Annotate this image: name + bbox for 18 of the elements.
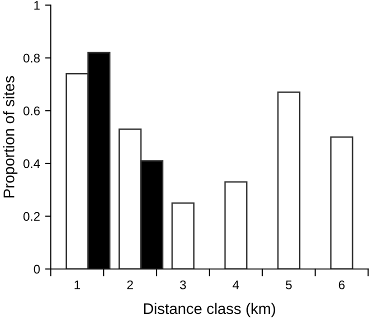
x-tick-label: 1 [74, 280, 80, 290]
y-tick-label: 1 [34, 1, 40, 10]
y-tick-label: 0.4 [23, 159, 40, 168]
y-tick-label: 0.6 [23, 106, 40, 116]
x-tick-label: 2 [127, 280, 133, 290]
y-axis-title: Proportion of sites [3, 76, 18, 198]
x-tick-label: 5 [286, 280, 292, 290]
x-tick-label: 3 [180, 280, 186, 290]
x-axis-title: Distance class (km) [144, 302, 276, 318]
bar [277, 92, 300, 269]
x-tick-label: 6 [338, 280, 345, 290]
y-tick-label: 0 [34, 264, 40, 274]
y-tick-label: 0.8 [23, 54, 40, 63]
bar [171, 202, 195, 269]
bar [330, 136, 354, 269]
y-tick-label: 0.2 [23, 212, 40, 221]
bar [224, 181, 248, 269]
x-tick-label: 4 [232, 280, 239, 290]
